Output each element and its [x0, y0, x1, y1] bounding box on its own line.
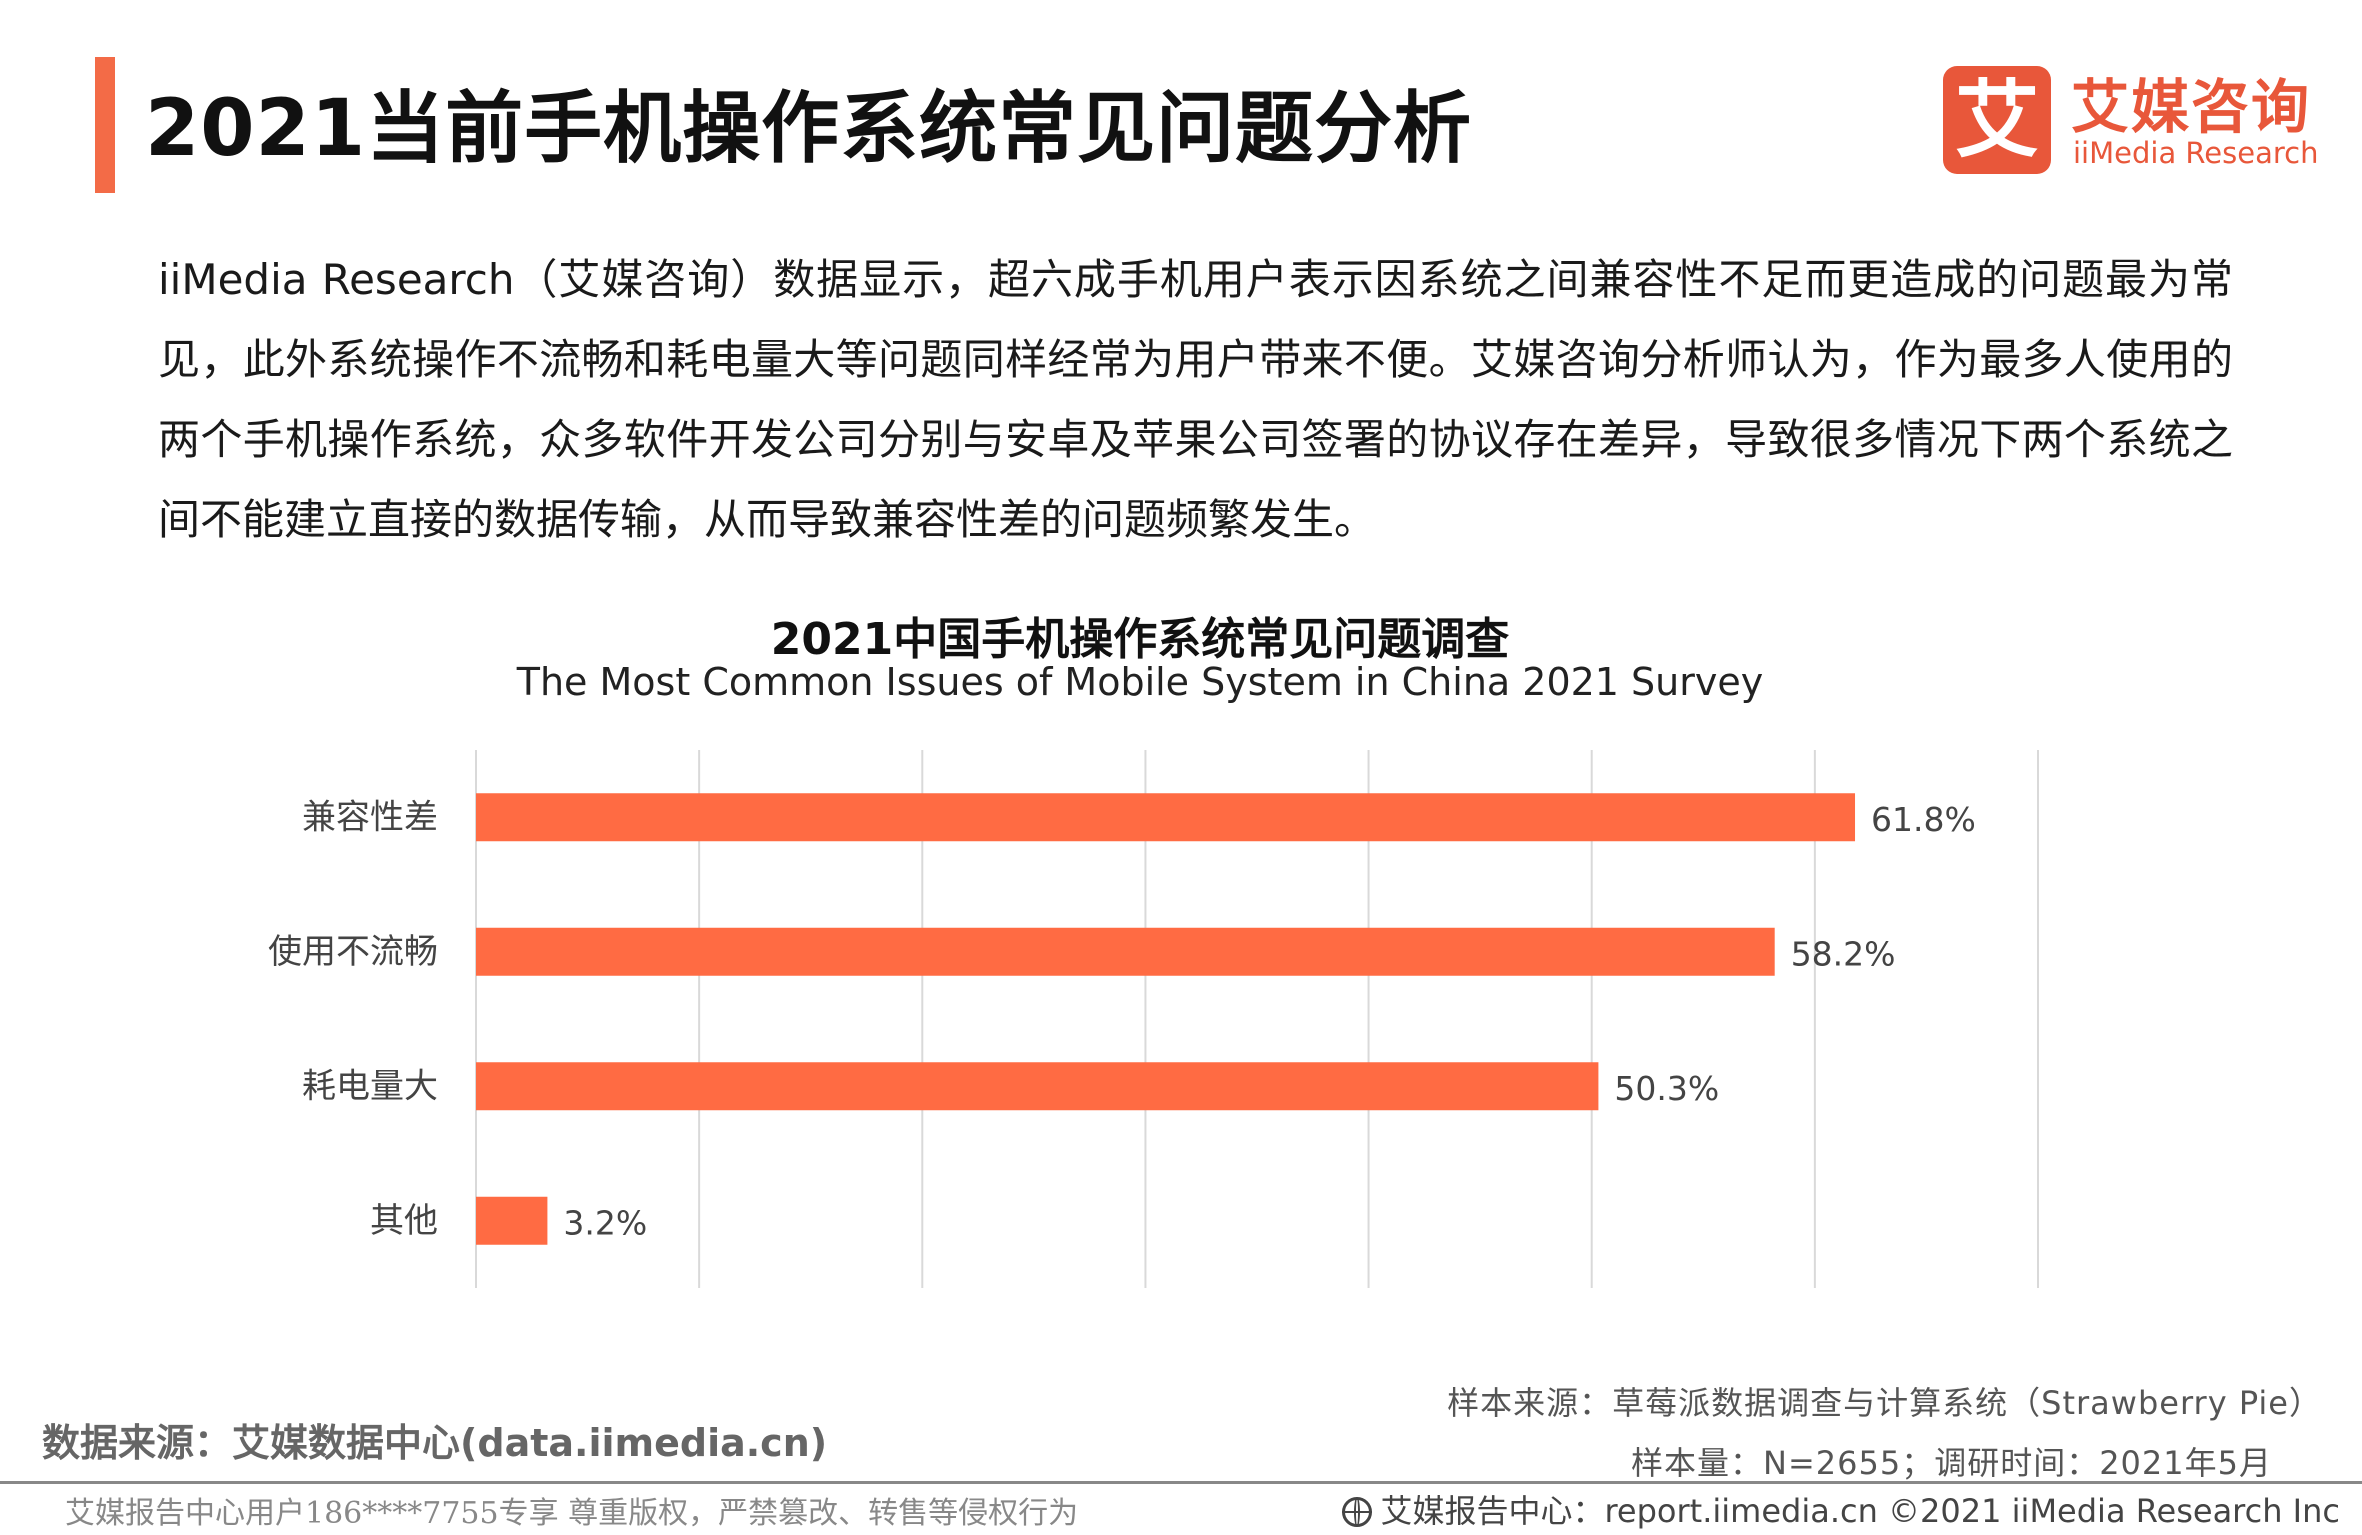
intro-paragraph: iiMedia Research（艾媒咨询）数据显示，超六成手机用户表示因系统之…: [158, 255, 2233, 544]
data-label: 61.8%: [1871, 800, 1976, 839]
data-label: 50.3%: [1614, 1069, 1719, 1108]
sample-source: 样本来源：草莓派数据调查与计算系统（Strawberry Pie）: [1447, 1384, 2322, 1422]
bar: [476, 793, 1856, 842]
category-label: 其他: [370, 1201, 438, 1241]
title-accent-bar: [95, 57, 115, 193]
bar: [476, 1062, 1599, 1111]
report-center-text: 艾媒报告中心：report.iimedia.cn ©2021 iiMedia R…: [1380, 1492, 2340, 1530]
footer-divider: [0, 1481, 2362, 1484]
data-label: 3.2%: [563, 1203, 647, 1242]
logo-icon: 艾: [1943, 66, 2051, 174]
chart-title: 2021中国手机操作系统常见问题调查: [770, 614, 1510, 665]
sample-size: 样本量：N=2655；调研时间：2021年5月: [1631, 1444, 2272, 1482]
category-label: 兼容性差: [302, 797, 438, 837]
category-label: 使用不流畅: [268, 932, 438, 972]
chart-subtitle: The Most Common Issues of Mobile System …: [516, 660, 1764, 704]
globe-icon: [1342, 1497, 1373, 1527]
iimedia-logo: 艾 艾媒咨询 iiMedia Research: [1943, 66, 2318, 176]
category-label: 耗电量大: [302, 1066, 438, 1106]
logo-text-en: iiMedia Research: [2073, 136, 2319, 170]
bar: [476, 1196, 548, 1245]
report-center-link[interactable]: 艾媒报告中心：report.iimedia.cn ©2021 iiMedia R…: [1342, 1486, 2340, 1532]
data-label: 58.2%: [1791, 934, 1896, 973]
page-title: 2021当前手机操作系统常见问题分析: [145, 84, 1473, 174]
data-source: 数据来源：艾媒数据中心(data.iimedia.cn): [42, 1421, 828, 1465]
bar: [476, 927, 1775, 976]
watermark-text: 艾媒报告中心用户186****7755专享 尊重版权，严禁篡改、转售等侵权行为: [65, 1496, 1079, 1531]
logo-text-cn: 艾媒咨询: [2071, 73, 2312, 141]
bar-chart: 兼容性差 61.8% 使用不流畅 58.2% 耗电量大 50.3% 其他 3.2%: [268, 750, 2039, 1288]
